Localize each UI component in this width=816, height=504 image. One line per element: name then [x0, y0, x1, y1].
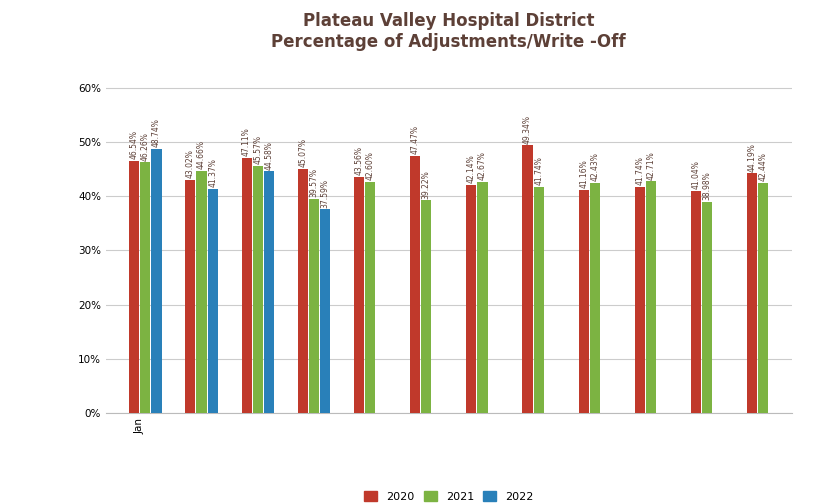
Bar [242, 158, 251, 413]
Text: 47.11%: 47.11% [242, 127, 251, 156]
Bar [129, 161, 140, 413]
Bar [646, 181, 656, 413]
Bar [410, 156, 420, 413]
Text: 44.66%: 44.66% [197, 140, 206, 169]
Text: 46.26%: 46.26% [141, 132, 150, 161]
Text: 37.59%: 37.59% [321, 178, 330, 208]
Bar [253, 166, 263, 413]
Title: Plateau Valley Hospital District
Percentage of Adjustments/Write -Off: Plateau Valley Hospital District Percent… [272, 12, 626, 50]
Bar [207, 188, 218, 413]
Bar [354, 177, 364, 413]
Bar [197, 171, 206, 413]
Text: 43.02%: 43.02% [186, 149, 195, 178]
Bar [466, 184, 477, 413]
Text: 41.04%: 41.04% [692, 160, 701, 189]
Bar [298, 169, 308, 413]
Bar [152, 149, 162, 413]
Text: 47.47%: 47.47% [410, 125, 419, 154]
Text: 42.14%: 42.14% [467, 154, 476, 183]
Bar [308, 199, 319, 413]
Legend: 2020, 2021, 2022: 2020, 2021, 2022 [360, 487, 538, 504]
Bar [534, 186, 543, 413]
Text: 39.57%: 39.57% [309, 168, 318, 197]
Bar [477, 181, 487, 413]
Text: 42.71%: 42.71% [646, 151, 655, 180]
Text: 41.37%: 41.37% [208, 158, 217, 187]
Bar [590, 183, 600, 413]
Text: 38.98%: 38.98% [703, 171, 712, 200]
Text: 42.44%: 42.44% [759, 152, 768, 181]
Text: 45.57%: 45.57% [253, 135, 262, 164]
Text: 42.67%: 42.67% [478, 151, 487, 180]
Text: 43.56%: 43.56% [354, 146, 363, 175]
Bar [140, 162, 150, 413]
Text: 39.22%: 39.22% [422, 170, 431, 199]
Bar [635, 186, 645, 413]
Bar [264, 171, 274, 413]
Text: 41.74%: 41.74% [636, 156, 645, 185]
Bar [185, 180, 196, 413]
Bar [579, 190, 589, 413]
Text: 42.43%: 42.43% [590, 153, 599, 181]
Text: 46.54%: 46.54% [130, 130, 139, 159]
Bar [758, 183, 769, 413]
Text: 44.19%: 44.19% [747, 143, 756, 172]
Bar [421, 201, 432, 413]
Bar [365, 182, 375, 413]
Text: 41.74%: 41.74% [534, 156, 543, 185]
Text: 49.34%: 49.34% [523, 115, 532, 144]
Text: 41.16%: 41.16% [579, 159, 588, 188]
Bar [522, 146, 533, 413]
Bar [747, 173, 757, 413]
Bar [320, 209, 330, 413]
Bar [702, 202, 712, 413]
Text: 44.58%: 44.58% [264, 141, 273, 170]
Text: 42.60%: 42.60% [366, 152, 375, 180]
Bar [691, 191, 701, 413]
Text: 48.74%: 48.74% [152, 118, 161, 147]
Text: 45.07%: 45.07% [299, 138, 308, 167]
